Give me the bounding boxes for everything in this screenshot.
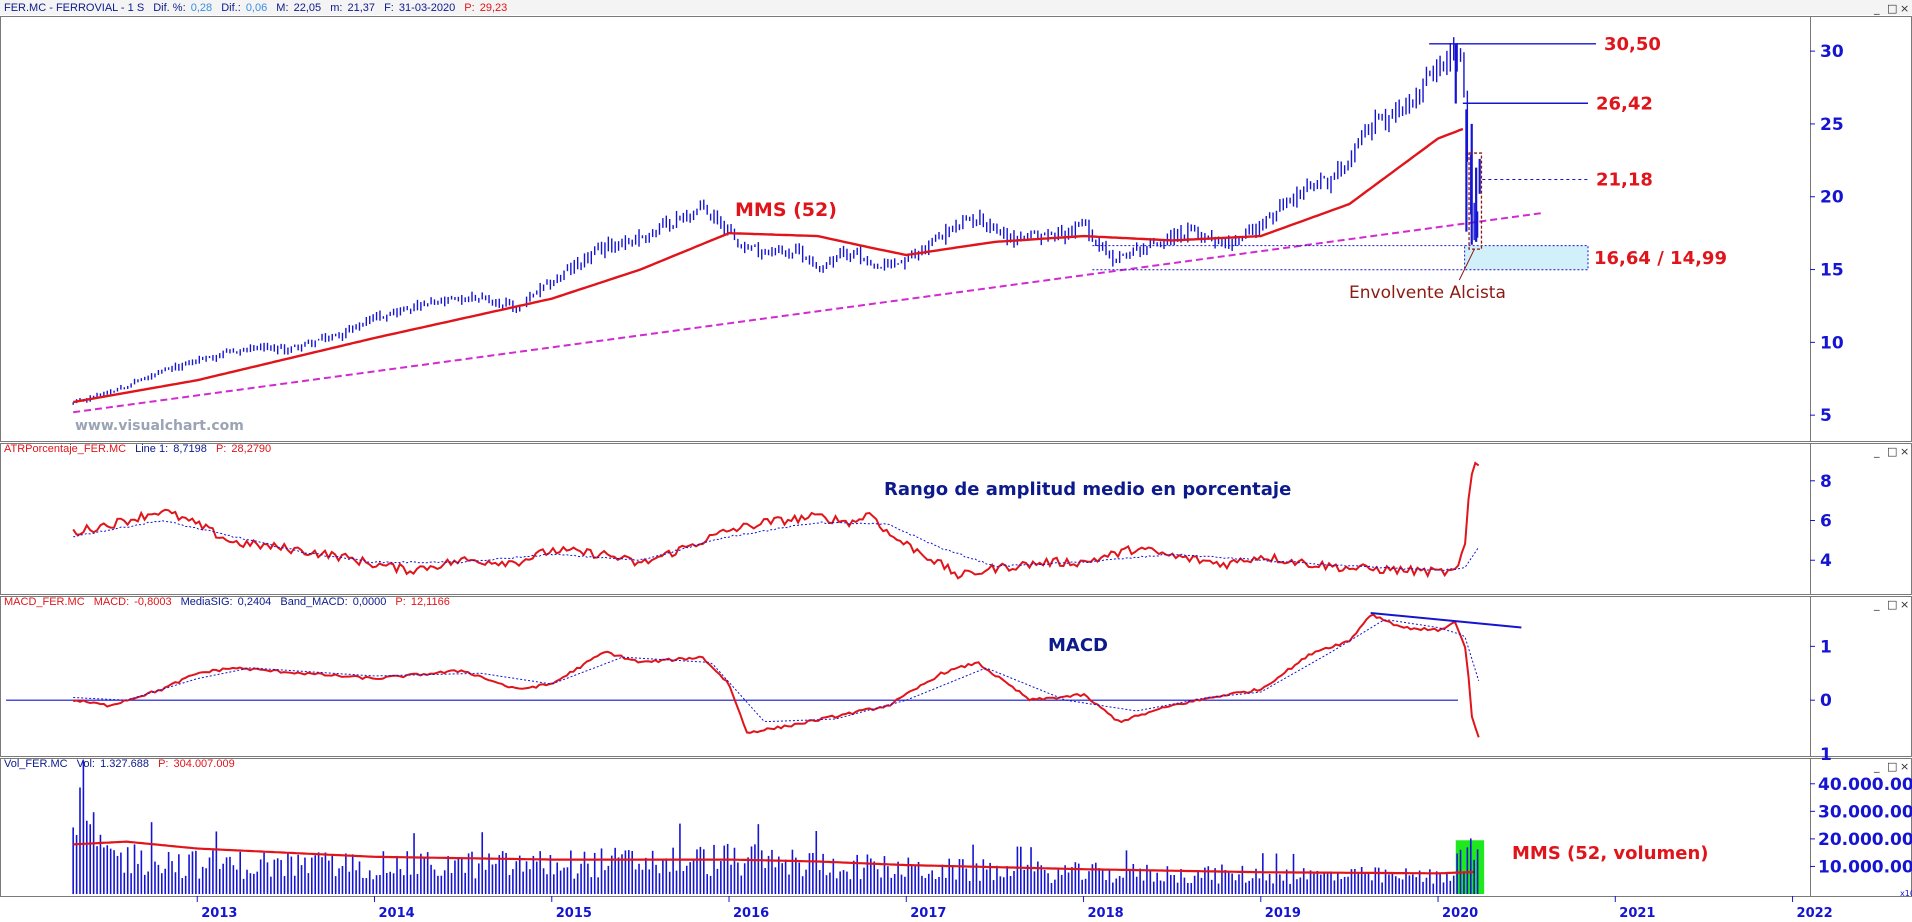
x-tick-label: 2021 [1619,906,1655,921]
macd-line [73,613,1480,738]
pattern-label: Envolvente Alcista [1349,283,1506,303]
macd-signal-line [73,619,1480,723]
minimize-icon[interactable]: _ [1873,2,1880,15]
y-tick-label: 20 [1820,188,1844,208]
x-tick-label: 2020 [1442,906,1478,921]
macd-plot [6,612,1522,738]
y-tick-label: 30.000.00 [1818,802,1912,822]
panel-frames [0,16,1912,897]
y-tick-label: 20.000.00 [1818,830,1912,850]
y-tick-label: 10.000.00 [1818,857,1912,877]
level-label: 21,18 [1596,170,1653,191]
level-label: 26,42 [1596,93,1653,114]
zone-label: 16,64 / 14,99 [1594,248,1727,269]
svg-text:Vol_FER.MC Vol: 1.: Vol_FER.MC Vol: 1.327.688 P: 304.007.009 [4,758,235,770]
x-tick-label: 2022 [1797,906,1833,921]
x-tick-label: 2018 [1088,906,1124,921]
atr-line [72,461,1480,580]
y-tick-label: 25 [1820,115,1844,135]
y-tick-label: 15 [1820,261,1844,281]
y-tick-label: 5 [1820,406,1832,426]
panel-frame [0,443,1912,595]
restore-icon[interactable]: □ [1887,760,1897,773]
y-tick-label: 4 [1820,551,1832,571]
atr-panel-header: ATRPorcentaje_FER.MC Line 1: 8,7198 P: 2… [4,443,271,455]
x-tick-label: 2015 [556,906,592,921]
mms-label: MMS (52) [735,199,837,221]
volume-mms-label: MMS (52, volumen) [1512,843,1709,864]
x-tick-label: 2016 [733,906,769,921]
svg-text:ATRPorcentaje_FER.MC Lin: ATRPorcentaje_FER.MC Line 1: 8,7198 P: 2… [4,443,271,455]
x-tick-label: 2019 [1265,906,1301,921]
level-label: 30,50 [1604,34,1661,55]
support-trendline [73,211,1545,414]
volume-panel-header: Vol_FER.MC Vol: 1.327.688 P: 304.007.009 [4,758,235,770]
window-controls[interactable]: _ □ ×_ □ ×_ □ ×_ □ × [1873,2,1909,773]
pattern-pointer [1458,248,1475,281]
volume-mms-line [73,840,1474,875]
y-tick-label: 1 [1820,745,1832,765]
minimize-icon[interactable]: _ [1873,445,1880,458]
x-tick-label: 2017 [910,906,946,921]
y-tick-label: 0 [1820,691,1832,711]
x-tick-label: 2014 [379,906,415,921]
close-icon[interactable]: × [1900,445,1909,458]
y-tick-label: 1 [1820,637,1832,657]
restore-icon[interactable]: □ [1887,445,1897,458]
atr-title: Rango de amplitud medio en porcentaje [884,479,1291,500]
restore-icon[interactable]: □ [1887,2,1897,15]
x-tick-label: 2013 [201,906,237,921]
price-panel-header: FER.MC - FERROVIAL - 1 S Dif. %: 0,28 Di… [0,0,1912,15]
close-icon[interactable]: × [1900,2,1909,15]
atr-signal-line [73,520,1480,572]
scale-badge: x10 [1900,889,1912,898]
axes: 5101520253046810110.000.0020.000.0030.00… [196,42,1912,921]
support-zone [1464,245,1589,271]
svg-text:FER.MC - FERROVIAL - 1 S: FER.MC - FERROVIAL - 1 S Dif. %: 0,28 Di… [4,2,507,14]
y-tick-label: 30 [1820,42,1844,62]
minimize-icon[interactable]: _ [1873,598,1880,611]
macd-title: MACD [1048,635,1108,656]
y-tick-label: 6 [1820,512,1832,532]
panel-frame [0,596,1912,757]
mms52-line [72,127,1464,404]
divergence-line [1370,612,1522,629]
y-tick-label: 10 [1820,333,1844,353]
restore-icon[interactable]: □ [1887,598,1897,611]
atr-plot [72,461,1480,580]
minimize-icon[interactable]: _ [1873,760,1880,773]
svg-text:MACD_FER.MC MACD:: MACD_FER.MC MACD: -0,8003 MediaSIG: 0,24… [4,596,450,608]
price-plot: 30,50 26,42 21,18 16,64 / 14,99 [72,34,1727,414]
volume-plot [72,760,1485,894]
price-symbol: FER.MC - FERROVIAL - 1 S [4,2,144,14]
watermark: www.visualchart.com [75,418,244,434]
close-icon[interactable]: × [1900,760,1909,773]
engulfing-box [1468,152,1483,250]
close-icon[interactable]: × [1900,598,1909,611]
y-tick-label: 40.000.00 [1818,775,1912,795]
y-tick-label: 8 [1820,472,1832,492]
macd-panel-header: MACD_FER.MC MACD: -0,8003 MediaSIG: 0,24… [4,596,450,608]
